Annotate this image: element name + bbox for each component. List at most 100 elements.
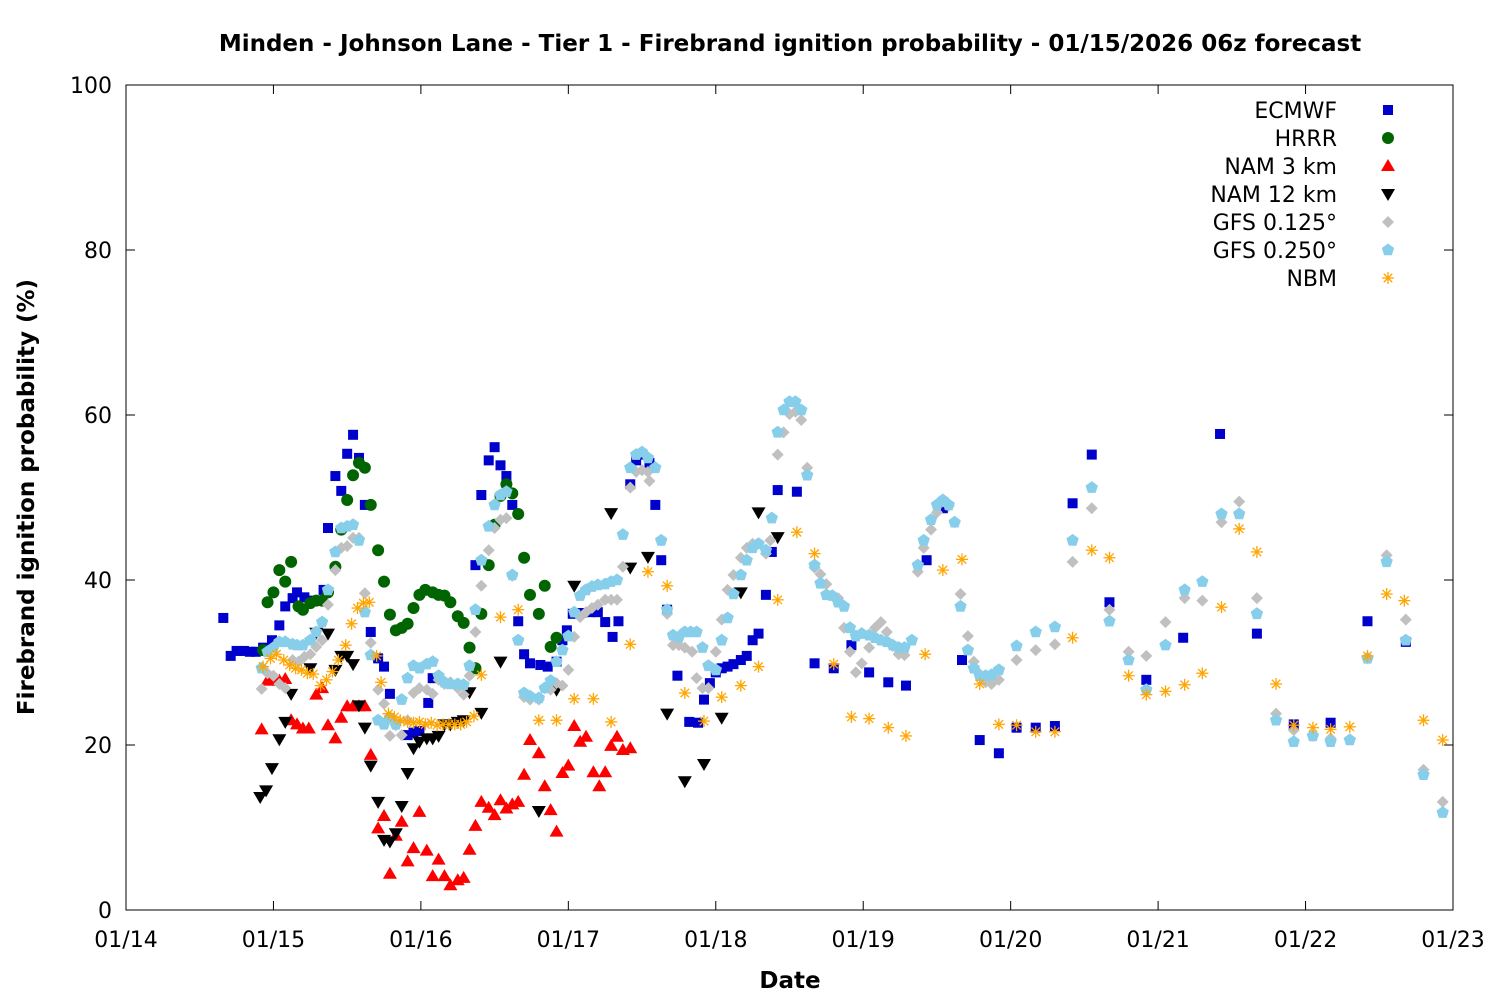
data-point — [365, 626, 376, 637]
legend-marker — [1382, 132, 1394, 144]
data-point — [616, 560, 629, 573]
data-point — [400, 768, 415, 781]
data-point — [993, 748, 1004, 759]
data-point — [231, 645, 242, 656]
data-point — [370, 649, 383, 662]
legend-label: NAM 3 km — [1224, 155, 1337, 180]
asterisk-stroke — [476, 670, 487, 680]
data-point — [827, 658, 840, 671]
data-point — [1269, 713, 1283, 726]
data-point — [1085, 544, 1098, 557]
asterisk-stroke — [1325, 724, 1336, 735]
data-point — [462, 842, 477, 855]
data-point — [321, 598, 334, 611]
asterisk-stroke — [327, 666, 338, 677]
data-point — [469, 625, 482, 638]
data-point — [863, 641, 876, 654]
data-point — [531, 746, 546, 759]
data-point — [544, 640, 557, 653]
data-point — [463, 641, 476, 654]
data-point — [400, 854, 415, 867]
data-point — [1085, 481, 1098, 493]
asterisk-stroke — [1011, 720, 1022, 730]
data-point — [332, 654, 345, 667]
data-point — [1362, 616, 1373, 627]
y-tick-label: 20 — [84, 734, 112, 759]
data-point — [936, 564, 949, 577]
x-tick-label: 01/20 — [979, 928, 1042, 953]
data-point — [1178, 678, 1191, 691]
data-point — [272, 734, 287, 747]
data-point — [1287, 719, 1300, 732]
data-point — [489, 442, 500, 453]
data-point — [423, 697, 434, 708]
data-point — [672, 670, 683, 681]
data-point — [795, 403, 808, 416]
asterisk-stroke — [346, 619, 357, 629]
asterisk-stroke — [376, 677, 386, 688]
x-tick-label: 01/23 — [1421, 928, 1484, 953]
data-point — [395, 729, 408, 742]
data-point — [715, 633, 728, 646]
data-point — [304, 648, 317, 661]
asterisk-stroke — [1197, 668, 1208, 678]
data-point — [339, 639, 352, 652]
data-point — [341, 540, 354, 553]
data-point — [734, 679, 747, 692]
data-point — [605, 715, 618, 728]
data-point — [345, 617, 358, 630]
data-point — [1196, 575, 1209, 587]
asterisk-stroke — [829, 659, 839, 669]
data-point — [607, 631, 618, 642]
data-point — [771, 593, 784, 606]
data-point — [1380, 555, 1393, 568]
data-point — [696, 641, 709, 653]
data-point — [463, 659, 476, 672]
asterisk-stroke — [920, 649, 930, 659]
data-point — [1250, 545, 1263, 558]
x-tick-label: 01/18 — [684, 928, 747, 953]
data-point — [1029, 625, 1042, 638]
data-point — [460, 715, 473, 728]
data-point — [382, 866, 397, 879]
series-nam-3-km — [254, 672, 638, 891]
legend-label: NAM 12 km — [1210, 183, 1337, 208]
data-point — [1324, 735, 1337, 747]
data-point — [1140, 688, 1153, 701]
asterisk-stroke — [358, 598, 369, 608]
data-point — [463, 669, 476, 682]
data-point — [843, 621, 857, 634]
data-point — [1399, 613, 1412, 626]
asterisk-stroke — [352, 603, 363, 613]
data-point — [264, 763, 279, 776]
x-tick-label: 01/14 — [94, 928, 157, 953]
data-point — [287, 593, 298, 604]
x-tick-label: 01/17 — [537, 928, 600, 953]
data-point — [709, 645, 722, 658]
asterisk-stroke — [736, 680, 746, 691]
data-point — [330, 471, 341, 482]
series-gfs-0-250- — [255, 395, 1449, 818]
data-point — [864, 667, 875, 678]
data-point — [561, 625, 572, 636]
data-point — [604, 738, 619, 751]
data-point — [849, 666, 862, 679]
asterisk-stroke — [883, 722, 893, 733]
data-point — [351, 602, 364, 615]
data-point — [427, 673, 438, 684]
data-point — [567, 719, 582, 732]
asterisk-stroke — [383, 708, 394, 719]
data-point — [531, 806, 546, 818]
y-axis-title: Firebrand ignition probability (%) — [14, 279, 40, 715]
data-point — [1141, 674, 1152, 685]
data-point — [364, 498, 377, 511]
data-point — [470, 560, 481, 571]
asterisk-stroke — [308, 669, 318, 679]
data-point — [512, 603, 525, 616]
data-point — [255, 682, 268, 695]
data-point — [1029, 725, 1042, 738]
asterisk-stroke — [495, 612, 506, 622]
data-point — [814, 576, 827, 589]
data-point — [1122, 645, 1135, 658]
data-point — [550, 631, 563, 644]
